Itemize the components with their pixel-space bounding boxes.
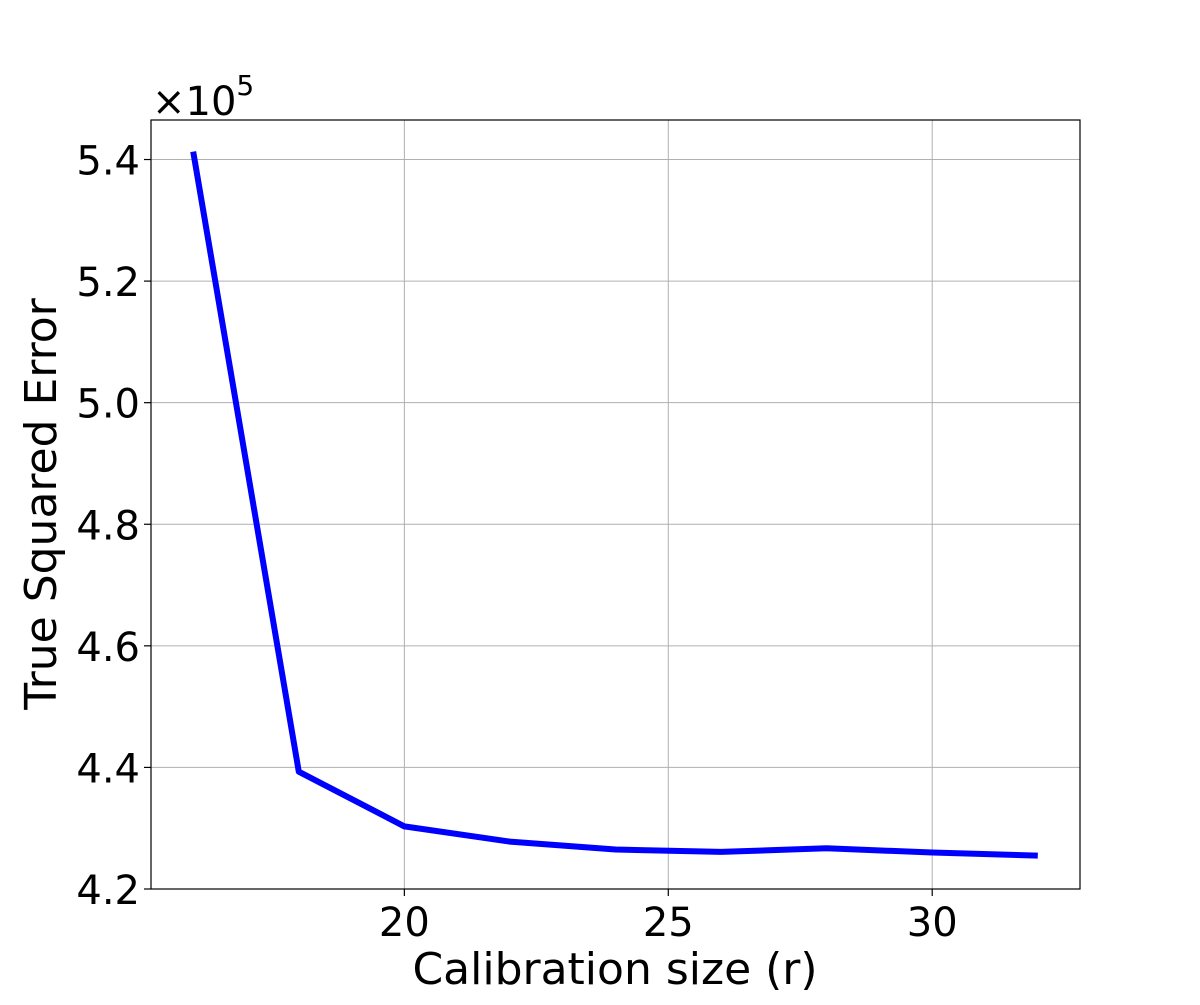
y-axis-label: True Squared Error — [16, 297, 67, 710]
y-tick-label: 4.4 — [76, 746, 140, 792]
y-tick-label: 4.6 — [76, 625, 140, 671]
x-axis: 20 25 30 — [379, 889, 958, 946]
y-tick-label: 5.2 — [76, 260, 140, 306]
x-tick-label: 25 — [643, 900, 694, 946]
x-tick-label: 20 — [379, 900, 430, 946]
y-axis: 4.2 4.4 4.6 4.8 5.0 5.2 5.4 — [76, 139, 151, 914]
grid — [151, 120, 1080, 889]
x-axis-label: Calibration size (r) — [412, 944, 817, 995]
series-layer — [193, 152, 1038, 856]
y-tick-label: 4.2 — [76, 868, 140, 914]
y-tick-label: 4.8 — [76, 503, 140, 549]
series-line — [193, 152, 1038, 856]
y-tick-label: 5.0 — [76, 382, 140, 428]
plot-frame — [151, 120, 1080, 889]
y-offset-exponent: 5 — [236, 69, 254, 102]
y-tick-label: 5.4 — [76, 139, 140, 185]
y-offset-label: ×105 — [152, 69, 254, 125]
x-tick-label: 30 — [907, 900, 958, 946]
